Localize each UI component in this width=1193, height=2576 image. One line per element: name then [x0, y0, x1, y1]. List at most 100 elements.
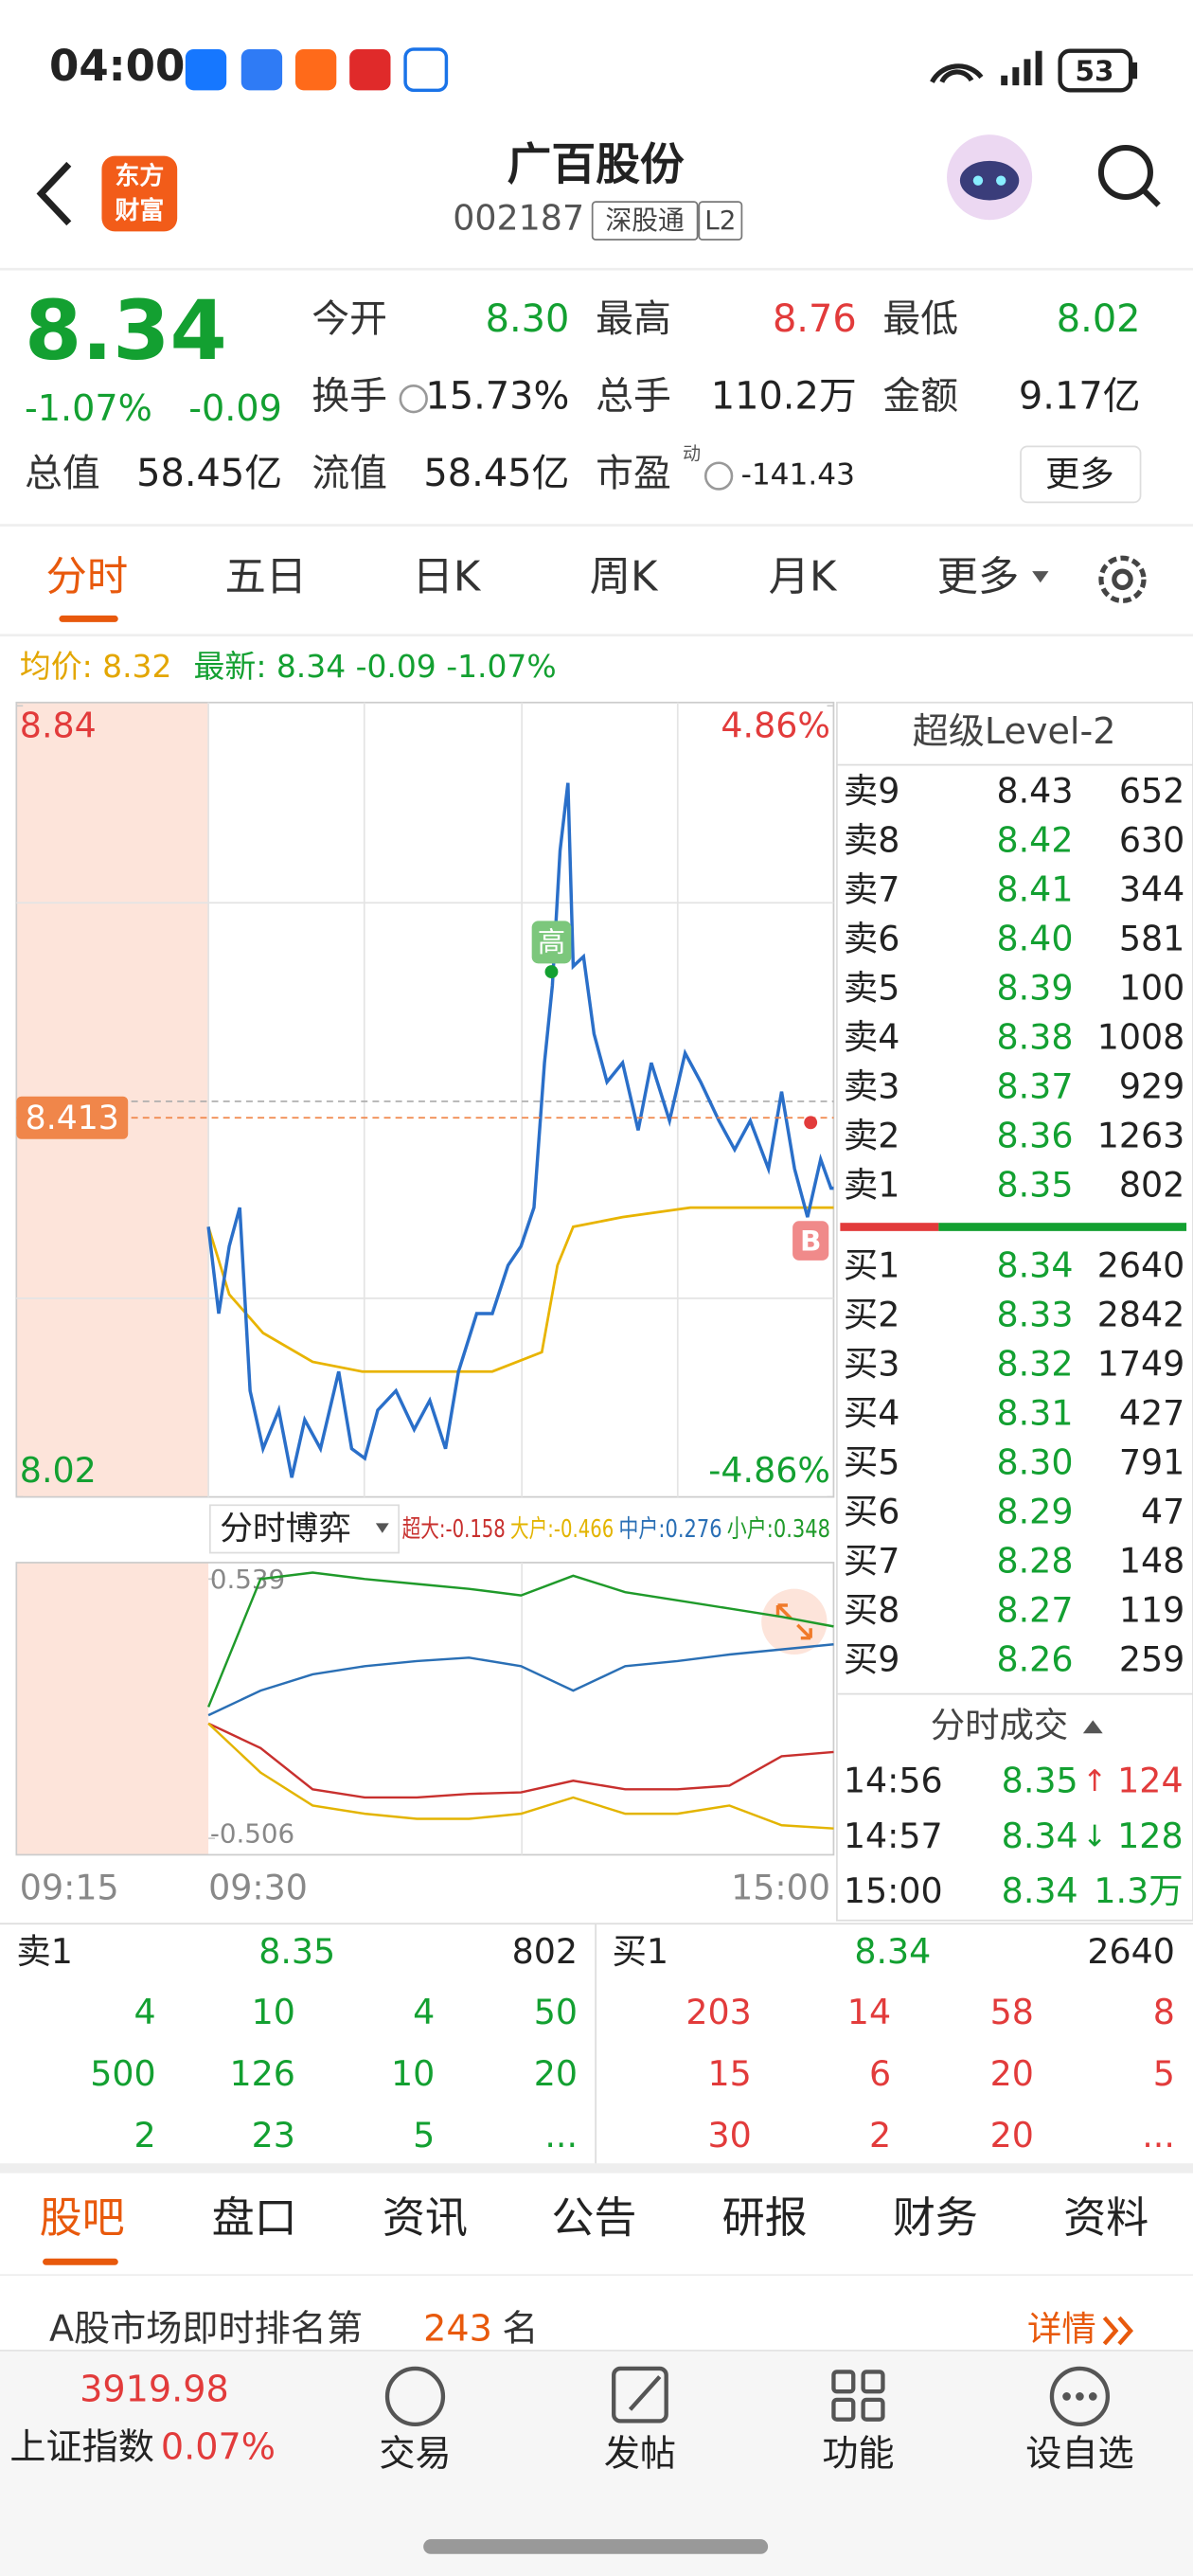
- level-label: 买6: [844, 1491, 900, 1531]
- tab[interactable]: 周K: [590, 553, 659, 600]
- banner-link[interactable]: 详情: [1027, 2309, 1096, 2350]
- level-volume: 1749: [1097, 1343, 1185, 1384]
- level-volume: 630: [1119, 820, 1184, 861]
- cursor-box: [16, 1096, 129, 1139]
- nav-item[interactable]: 设自选: [1025, 2432, 1133, 2474]
- tab[interactable]: 月K: [769, 553, 838, 600]
- stat-sup: 动: [683, 444, 701, 465]
- nav-item[interactable]: 发帖: [604, 2432, 676, 2474]
- tab-underline: [43, 2258, 118, 2265]
- tag: 深股通: [606, 205, 685, 236]
- level-label: 买5: [844, 1441, 900, 1482]
- level-volume: 2842: [1097, 1294, 1185, 1334]
- search-button[interactable]: [1097, 144, 1161, 207]
- expand-icon: [775, 1603, 812, 1640]
- indicator-line: [206, 1571, 834, 1708]
- bottom-tab[interactable]: 资讯: [383, 2192, 468, 2243]
- expand-button[interactable]: [761, 1588, 828, 1655]
- bottom-tab[interactable]: 财务: [893, 2192, 978, 2243]
- level-label: 卖8: [844, 820, 900, 861]
- level-volume: 791: [1119, 1441, 1184, 1482]
- level-volume: 929: [1119, 1066, 1184, 1107]
- battery-level: 53: [1076, 55, 1114, 87]
- trades-title[interactable]: 分时成交: [931, 1705, 1069, 1745]
- stat-label: 金额: [882, 375, 958, 419]
- nav-item[interactable]: 交易: [379, 2432, 451, 2474]
- indicator-selector[interactable]: [208, 1504, 401, 1554]
- more-label[interactable]: 更多: [1045, 454, 1114, 494]
- queue-price: 8.34: [854, 1931, 931, 1972]
- level-price: 8.37: [996, 1066, 1073, 1107]
- more-button[interactable]: [1020, 445, 1142, 504]
- tag: L2: [704, 205, 736, 236]
- tab[interactable]: 更多: [937, 553, 1020, 600]
- indicator-legend: 小户:0.348: [727, 1515, 830, 1544]
- banner-rank: 243: [423, 2308, 492, 2350]
- bottom-tab[interactable]: 股吧: [40, 2192, 125, 2243]
- y2-tick-label: -4.86%: [708, 1450, 830, 1491]
- nav-item[interactable]: 功能: [822, 2432, 894, 2474]
- level-label: 买2: [844, 1294, 900, 1334]
- grid: [16, 702, 834, 1855]
- level-volume: 802: [1119, 1165, 1184, 1206]
- order-book-title: 超级Level-2: [913, 710, 1116, 752]
- collapse-arrow: [1082, 1720, 1103, 1734]
- trade-arrow: ↑: [1082, 1764, 1107, 1798]
- queue-order: 10: [391, 2053, 435, 2094]
- bid-bar: [938, 1223, 1187, 1231]
- chart-frame: [15, 1562, 835, 1856]
- banner-suffix: 名: [502, 2308, 538, 2350]
- level-label: 买7: [844, 1540, 900, 1581]
- level-volume: 47: [1141, 1491, 1184, 1531]
- queue-order: 58: [990, 1992, 1034, 2032]
- time-label: 09:30: [208, 1867, 308, 1907]
- queue-order: 20: [990, 2115, 1034, 2156]
- level-volume: 581: [1119, 919, 1184, 959]
- bottom-tab[interactable]: 盘口: [212, 2192, 297, 2243]
- bottom-tab[interactable]: 资料: [1063, 2192, 1148, 2243]
- nav-dots: [1062, 2392, 1097, 2401]
- stat-value: 8.02: [1057, 297, 1141, 341]
- stat-label: 总值: [25, 452, 100, 495]
- index-change: 0.07%: [161, 2425, 276, 2467]
- trade-price: 8.34: [1002, 1816, 1078, 1856]
- stock-name: 广百股份: [507, 139, 685, 190]
- cursor-label: 8.413: [26, 1100, 119, 1137]
- legend-average: 均价: 8.32: [20, 648, 172, 685]
- level-volume: 427: [1119, 1392, 1184, 1433]
- indicator-legend: 大户:-0.466: [510, 1515, 614, 1544]
- level-label: 买8: [844, 1589, 900, 1630]
- trade-time: 14:57: [844, 1816, 943, 1856]
- level-label: 买1: [844, 1244, 900, 1285]
- stat-value: 8.76: [773, 297, 857, 341]
- tab[interactable]: 日K: [413, 553, 482, 600]
- indicator-title[interactable]: 分时博弈: [220, 1510, 351, 1547]
- queue-order: 14: [847, 1992, 891, 2032]
- logo-text: 东方: [115, 162, 164, 191]
- chart-frame: [15, 701, 835, 1498]
- level-volume: 2640: [1097, 1244, 1185, 1285]
- queue-order: 2: [134, 2115, 155, 2156]
- settings-button[interactable]: [1098, 555, 1147, 603]
- avatar[interactable]: [947, 134, 1033, 221]
- indicator-line: [207, 1722, 834, 1830]
- level-label: 买3: [844, 1343, 900, 1384]
- level-label: 买9: [844, 1638, 900, 1679]
- back-button[interactable]: [36, 161, 72, 226]
- bottom-tab[interactable]: 研报: [722, 2192, 808, 2243]
- stock-code: 002187: [453, 198, 584, 239]
- dropdown-arrow: [375, 1523, 389, 1533]
- stat-value: 58.45亿: [136, 452, 282, 495]
- tab-bar: [0, 2166, 1193, 2276]
- tab[interactable]: 五日: [224, 553, 307, 600]
- trade-arrow: ↓: [1082, 1819, 1107, 1853]
- tab[interactable]: 分时: [46, 553, 129, 600]
- y-tick-label: -0.506: [210, 1818, 294, 1850]
- stat-value: 110.2万: [711, 375, 857, 419]
- queue-order: 500: [90, 2053, 155, 2094]
- level-price: 8.33: [996, 1294, 1073, 1334]
- stat-value: 9.17亿: [1019, 375, 1141, 419]
- indicator-legend: 中户:0.276: [618, 1515, 721, 1544]
- bottom-tab[interactable]: 公告: [551, 2192, 636, 2243]
- logo[interactable]: [101, 155, 178, 232]
